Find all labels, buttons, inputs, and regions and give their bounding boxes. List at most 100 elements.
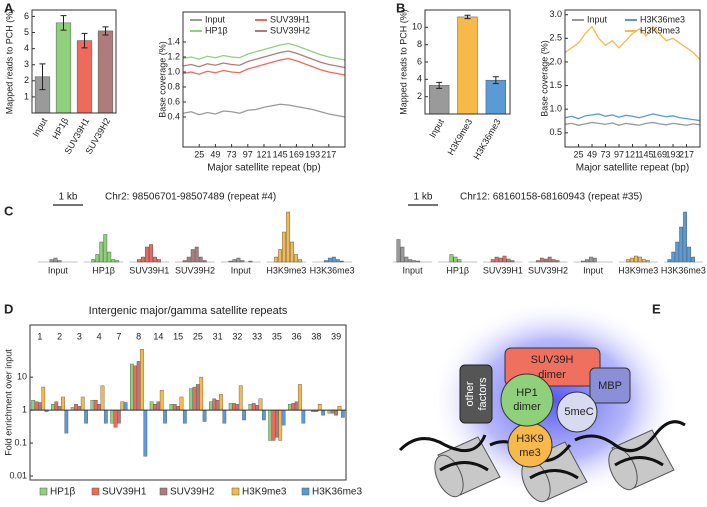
y-tick-label: 1.2 [167,51,180,61]
coverage-bar [588,256,593,263]
coverage-bar [186,256,191,263]
bar [321,409,325,416]
coverage-bar [630,257,634,263]
track-label: Input [583,265,604,275]
y-tick-label: 2.0 [549,56,562,66]
coverage-bar [149,244,153,263]
coverage-bar [638,256,642,263]
bar [291,403,296,411]
x-tick-label: 4 [97,331,102,341]
track-label: H3K9me3 [266,265,306,275]
coverage-bar [107,251,112,263]
x-tick-label: 35 [272,331,282,341]
bar [242,409,246,421]
bar [337,406,342,411]
x-tick-label: 3 [77,331,82,341]
y-tick-label: 1 [24,91,29,101]
bar [74,404,78,411]
coverage-bar [327,257,332,263]
series-line [182,42,346,61]
panel-label: D [4,301,13,316]
bar [64,409,69,434]
y-tick-label: 0.5 [549,127,562,137]
x-tick-label: 2 [57,331,62,341]
y-tick-label: 5 [24,27,29,37]
bar [271,409,276,441]
coverage-bar [286,211,291,263]
bar [179,396,184,411]
coverage-bar [667,259,672,263]
coverage-bar [408,259,413,263]
coverage-bar [115,260,120,263]
node-label: dimer [538,369,566,381]
y-tick-label: 8 [417,39,422,49]
y-tick-label: 2.5 [549,33,562,43]
bar [140,349,144,411]
coverage-bar [228,260,233,263]
coverage-bar [274,256,279,263]
x-tick-label: 169 [289,149,304,159]
y-tick-label: 0.8 [167,81,180,91]
coverage-bar [671,251,676,263]
x-tick-label: 97 [243,149,253,159]
other-factors-node [459,364,493,424]
x-tick-label: 73 [227,149,237,159]
bar [57,406,62,411]
x-tick-label: 32 [232,331,242,341]
node-label: other [464,381,476,406]
bar [172,404,177,411]
coverage-bar [453,256,458,263]
panel-label: C [4,203,14,218]
series-line [182,103,346,118]
y-tick-label: 0.4 [167,111,180,121]
coverage-bar [137,259,141,263]
coverage-bar [679,226,684,263]
coverage-bar [404,256,409,263]
coverage-bar [294,254,299,263]
bar [100,385,105,411]
bar [143,409,148,457]
track-label: Input [403,265,424,275]
coverage-bar [543,258,548,263]
bar [281,409,286,426]
x-tick-label: 217 [679,149,694,159]
y-tick-label: 0.1 [14,437,27,447]
node-label: SUV39H [531,354,574,366]
y-tick-label: 6 [24,11,29,21]
5mec-node [556,391,598,433]
coverage-bar [290,241,295,263]
x-tick-label: 49 [210,149,220,159]
bar [61,396,65,411]
bar [334,409,339,416]
bar [251,403,256,411]
x-tick-label: 193 [305,149,320,159]
y-tick-label: 10 [17,371,27,381]
bar [90,399,95,411]
y-tick-label: 2 [24,75,29,85]
bar [136,361,141,411]
bar [176,406,181,411]
coverage-bar [298,259,303,263]
coverage-bar [642,259,646,263]
bar [248,404,253,411]
y-tick-label: 1.5 [549,80,562,90]
coverage-bar [581,260,585,263]
legend-label: SUV39H1 [270,14,310,24]
coverage-bar [236,257,241,263]
y-tick-label: 2 [417,91,422,101]
track-title: Chr12: 68160158-68160943 (repeat #35) [460,192,642,203]
error-bar [102,26,109,36]
bar [219,394,223,411]
coverage-bar [449,254,454,263]
bar [222,409,227,424]
track-label: H3K36me3 [661,265,706,275]
track-label: HP1β [446,265,469,275]
x-tick-label: 36 [292,331,302,341]
legend-swatch [301,487,310,496]
x-tick-label: Input [31,116,50,139]
scale-label: 1 kb [59,192,78,203]
legend-label: HP1β [205,25,228,35]
coverage-bar [198,256,203,263]
node-label: H3K9 [516,433,544,445]
coverage-bar [675,241,680,263]
